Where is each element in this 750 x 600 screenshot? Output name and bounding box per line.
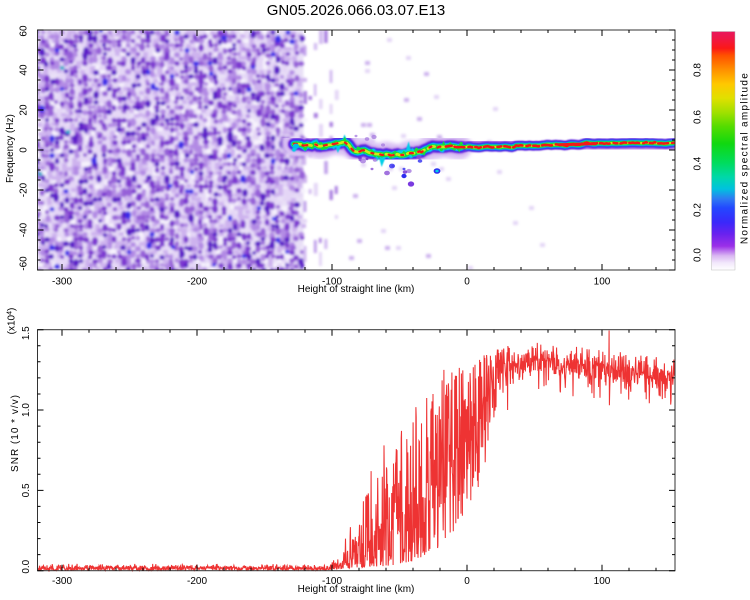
svg-text:-100: -100 bbox=[322, 277, 342, 288]
svg-text:-300: -300 bbox=[52, 576, 72, 587]
svg-text:-200: -200 bbox=[187, 576, 207, 587]
svg-text:20: 20 bbox=[19, 104, 30, 116]
svg-text:SNR (10 * v/v): SNR (10 * v/v) bbox=[10, 394, 21, 472]
svg-text:Frequency (Hz): Frequency (Hz) bbox=[5, 114, 16, 183]
svg-text:0: 0 bbox=[464, 576, 470, 587]
svg-text:0.6: 0.6 bbox=[693, 110, 704, 124]
svg-text:-100: -100 bbox=[322, 576, 342, 587]
svg-text:100: 100 bbox=[594, 576, 611, 587]
svg-text:1.0: 1.0 bbox=[21, 403, 32, 417]
svg-text:Normalized spectral amplitude: Normalized spectral amplitude bbox=[740, 72, 750, 244]
svg-text:100: 100 bbox=[594, 277, 611, 288]
svg-text:Height of straight line (km): Height of straight line (km) bbox=[298, 584, 415, 595]
svg-text:(x104): (x104) bbox=[7, 308, 18, 335]
svg-text:Height of straight line (km): Height of straight line (km) bbox=[298, 284, 415, 295]
svg-text:0: 0 bbox=[464, 277, 470, 288]
svg-text:60: 60 bbox=[19, 25, 30, 37]
svg-text:0.5: 0.5 bbox=[21, 483, 32, 497]
svg-text:0.4: 0.4 bbox=[693, 156, 704, 170]
svg-text:GN05.2026.066.03.07.E13: GN05.2026.066.03.07.E13 bbox=[267, 2, 445, 19]
svg-text:0.2: 0.2 bbox=[693, 203, 704, 217]
svg-text:-20: -20 bbox=[19, 182, 30, 197]
svg-text:-40: -40 bbox=[19, 222, 30, 237]
svg-text:-300: -300 bbox=[52, 277, 72, 288]
svg-text:0.0: 0.0 bbox=[693, 248, 704, 262]
svg-text:40: 40 bbox=[19, 64, 30, 76]
svg-text:-60: -60 bbox=[19, 256, 30, 271]
svg-text:1.5: 1.5 bbox=[21, 326, 32, 340]
svg-text:0.8: 0.8 bbox=[693, 63, 704, 77]
svg-text:0: 0 bbox=[19, 147, 30, 153]
svg-text:0.0: 0.0 bbox=[21, 559, 32, 573]
svg-text:-200: -200 bbox=[187, 277, 207, 288]
